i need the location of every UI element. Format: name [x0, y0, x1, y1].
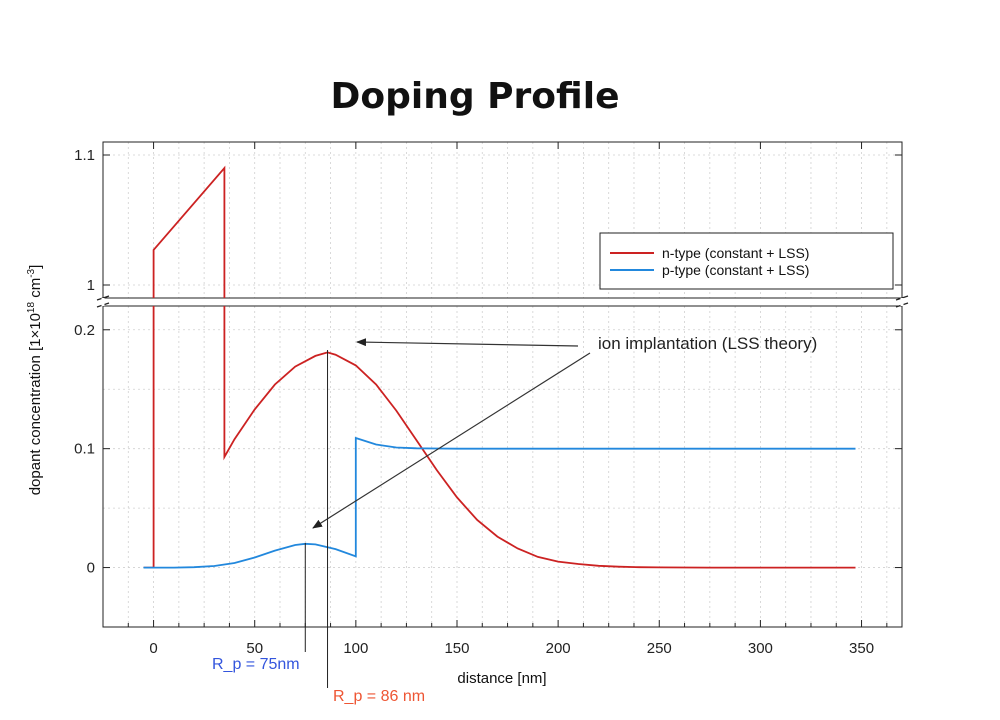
y-axis-label-unit-exp: -3 [26, 268, 37, 277]
y-tick-label-lower: 0 [87, 560, 95, 577]
x-tick-label: 150 [444, 640, 469, 657]
y-tick-label-upper: 1.1 [74, 147, 95, 164]
tick-labels: 0 50 100 150 200 250 300 350 0 0.1 0.2 1 1.1 [74, 147, 874, 657]
x-tick-label: 50 [246, 640, 263, 657]
series-line-n-type-lower [143, 306, 856, 569]
arrow-to-p-peak [312, 352, 591, 529]
legend-box [599, 232, 894, 290]
rp-n-label: R_p = 86 nm [333, 688, 425, 705]
x-axis-label: distance [nm] [457, 670, 546, 687]
x-tick-label: 250 [647, 640, 672, 657]
series-line-p-type-lower [143, 436, 856, 569]
chart-title: Doping Profile [331, 76, 620, 117]
series-layer [143, 165, 856, 569]
lower-plot-frame [102, 305, 903, 628]
grid-lines [102, 142, 902, 628]
y-tick-label-upper: 1 [87, 277, 95, 294]
y-tick-label-lower: 0.2 [74, 322, 95, 339]
axis-ticks [102, 142, 902, 627]
x-tick-label: 100 [343, 640, 368, 657]
axis-break-right [895, 295, 909, 308]
ion-implantation-annotation: ion implantation (LSS theory) [598, 334, 817, 353]
y-axis-label-main: dopant concentration [1×10 [27, 313, 44, 495]
x-tick-label: 0 [149, 640, 157, 657]
legend: n-type (constant + LSS) p-type (constant… [599, 232, 894, 290]
arrow-to-n-peak [356, 338, 579, 347]
legend-label-p-type: p-type (constant + LSS) [662, 262, 809, 278]
y-tick-label-lower: 0.1 [74, 441, 95, 458]
x-tick-label: 200 [546, 640, 571, 657]
y-axis-label-exp: 18 [26, 302, 37, 314]
upper-plot-frame [102, 141, 903, 299]
y-axis-label-unit: cm [27, 278, 44, 302]
legend-label-n-type: n-type (constant + LSS) [662, 245, 809, 261]
x-tick-label: 300 [748, 640, 773, 657]
y-axis-label-close: ] [27, 265, 44, 269]
axis-break-left [96, 295, 110, 308]
x-tick-label: 350 [849, 640, 874, 657]
y-axis-label: dopant concentration [1×1018 cm-3] [26, 265, 44, 496]
rp-p-label: R_p = 75nm [212, 656, 300, 673]
